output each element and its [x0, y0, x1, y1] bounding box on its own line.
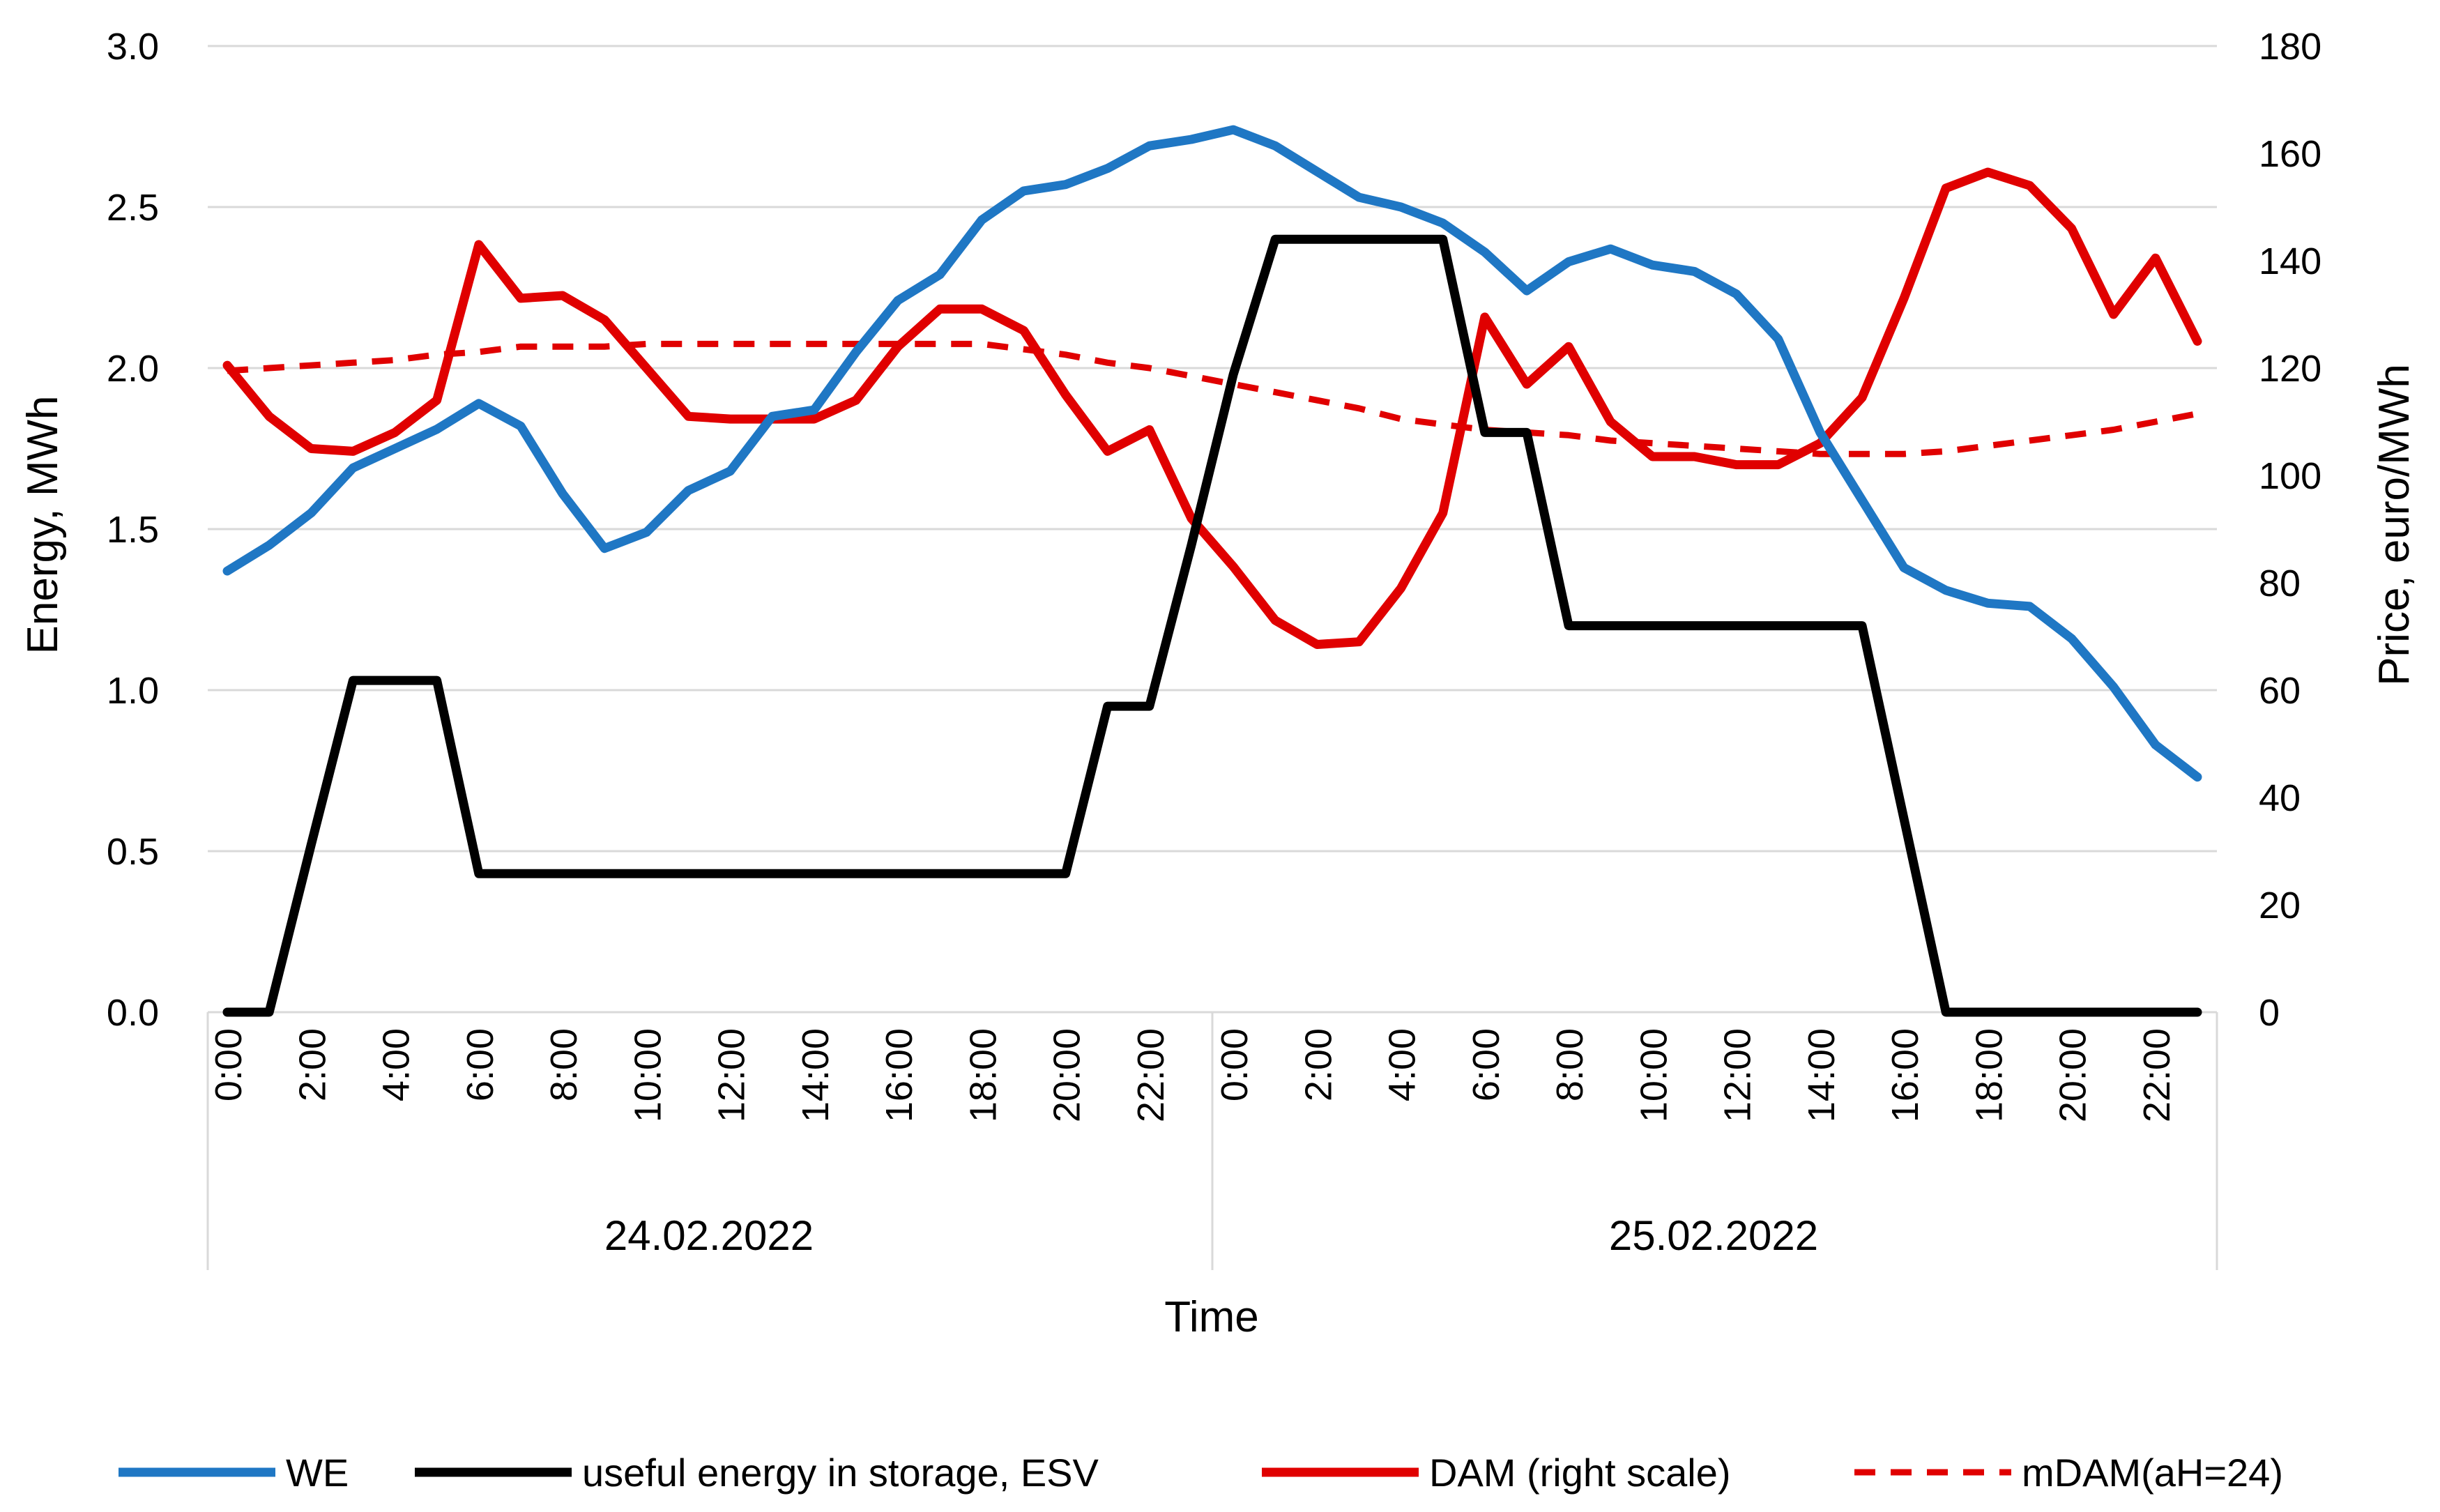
x-tick-label: 2:00 [291, 1028, 333, 1101]
right-tick-label: 40 [2259, 777, 2301, 819]
x-tick-label: 20:00 [1046, 1028, 1088, 1122]
left-axis-ticks: 0.0 0.5 1.0 1.5 2.0 2.5 3.0 [107, 26, 159, 1034]
right-tick-label: 60 [2259, 670, 2301, 712]
series-we-line [222, 125, 2202, 782]
right-axis-ticks: 0 20 40 60 80 100 120 140 160 180 [2259, 26, 2321, 1034]
x-tick-label: 10:00 [1633, 1028, 1675, 1122]
x-tick-label: 12:00 [711, 1028, 753, 1122]
right-tick-label: 120 [2259, 348, 2321, 390]
right-tick-label: 160 [2259, 133, 2321, 175]
y-axis-left-title: Energy, MWh [19, 396, 67, 655]
x-tick-label: 20:00 [2052, 1028, 2094, 1122]
legend-label-mdam: mDAM(aH=24) [2022, 1451, 2283, 1495]
x-tick-label: 8:00 [1549, 1028, 1591, 1101]
right-tick-label: 100 [2259, 455, 2321, 497]
left-tick-label: 0.5 [107, 831, 159, 873]
x-tick-label: 10:00 [627, 1028, 669, 1122]
left-tick-label: 1.5 [107, 509, 159, 551]
legend-label-dam: DAM (right scale) [1429, 1451, 1731, 1495]
x-tick-label: 0:00 [1214, 1028, 1256, 1101]
x-tick-label: 16:00 [1884, 1028, 1926, 1122]
right-tick-label: 0 [2259, 992, 2280, 1034]
x-tick-label: 14:00 [1801, 1028, 1843, 1122]
x-tick-label: 16:00 [878, 1028, 920, 1122]
x-tick-label: 18:00 [1968, 1028, 2010, 1122]
x-tick-label: 2:00 [1297, 1028, 1339, 1101]
legend: WE useful energy in storage, ESV DAM (ri… [119, 1451, 2283, 1495]
day-label-1: 24.02.2022 [604, 1212, 814, 1259]
series-layer [222, 125, 2202, 1017]
x-tick-label: 8:00 [543, 1028, 585, 1101]
y-axis-right-title: Price, euro/MWh [2370, 364, 2418, 686]
x-tick-label: 22:00 [2136, 1028, 2178, 1122]
left-tick-label: 2.0 [107, 348, 159, 390]
x-tick-label: 12:00 [1717, 1028, 1759, 1122]
legend-label-esv: useful energy in storage, ESV [582, 1451, 1099, 1495]
x-tick-label: 22:00 [1130, 1028, 1172, 1122]
x-axis-title: Time [1164, 1293, 1258, 1341]
left-tick-label: 3.0 [107, 26, 159, 68]
right-tick-label: 80 [2259, 563, 2301, 604]
series-dam-line [222, 167, 2202, 649]
x-tick-label: 18:00 [962, 1028, 1004, 1122]
x-axis: 0:00 2:00 4:00 6:00 8:00 10:00 12:00 14:00 16:00… [206, 1011, 2218, 1270]
left-tick-label: 1.0 [107, 670, 159, 712]
day-label-2: 25.02.2022 [1609, 1212, 1818, 1259]
series-mdam-line [227, 340, 2198, 457]
x-tick-label: 4:00 [376, 1028, 418, 1101]
x-tick-label: 14:00 [795, 1028, 837, 1122]
gridlines [208, 45, 2217, 853]
x-tick-label: 4:00 [1382, 1028, 1424, 1101]
x-tick-label: 6:00 [459, 1028, 501, 1101]
legend-label-we: WE [286, 1451, 349, 1495]
right-tick-label: 20 [2259, 885, 2301, 926]
series-esv-line [222, 234, 2202, 1017]
left-tick-label: 0.0 [107, 992, 159, 1034]
left-tick-label: 2.5 [107, 187, 159, 229]
x-tick-label: 6:00 [1465, 1028, 1507, 1101]
right-tick-label: 180 [2259, 26, 2321, 68]
right-tick-label: 140 [2259, 240, 2321, 282]
x-tick-label: 0:00 [208, 1028, 250, 1101]
